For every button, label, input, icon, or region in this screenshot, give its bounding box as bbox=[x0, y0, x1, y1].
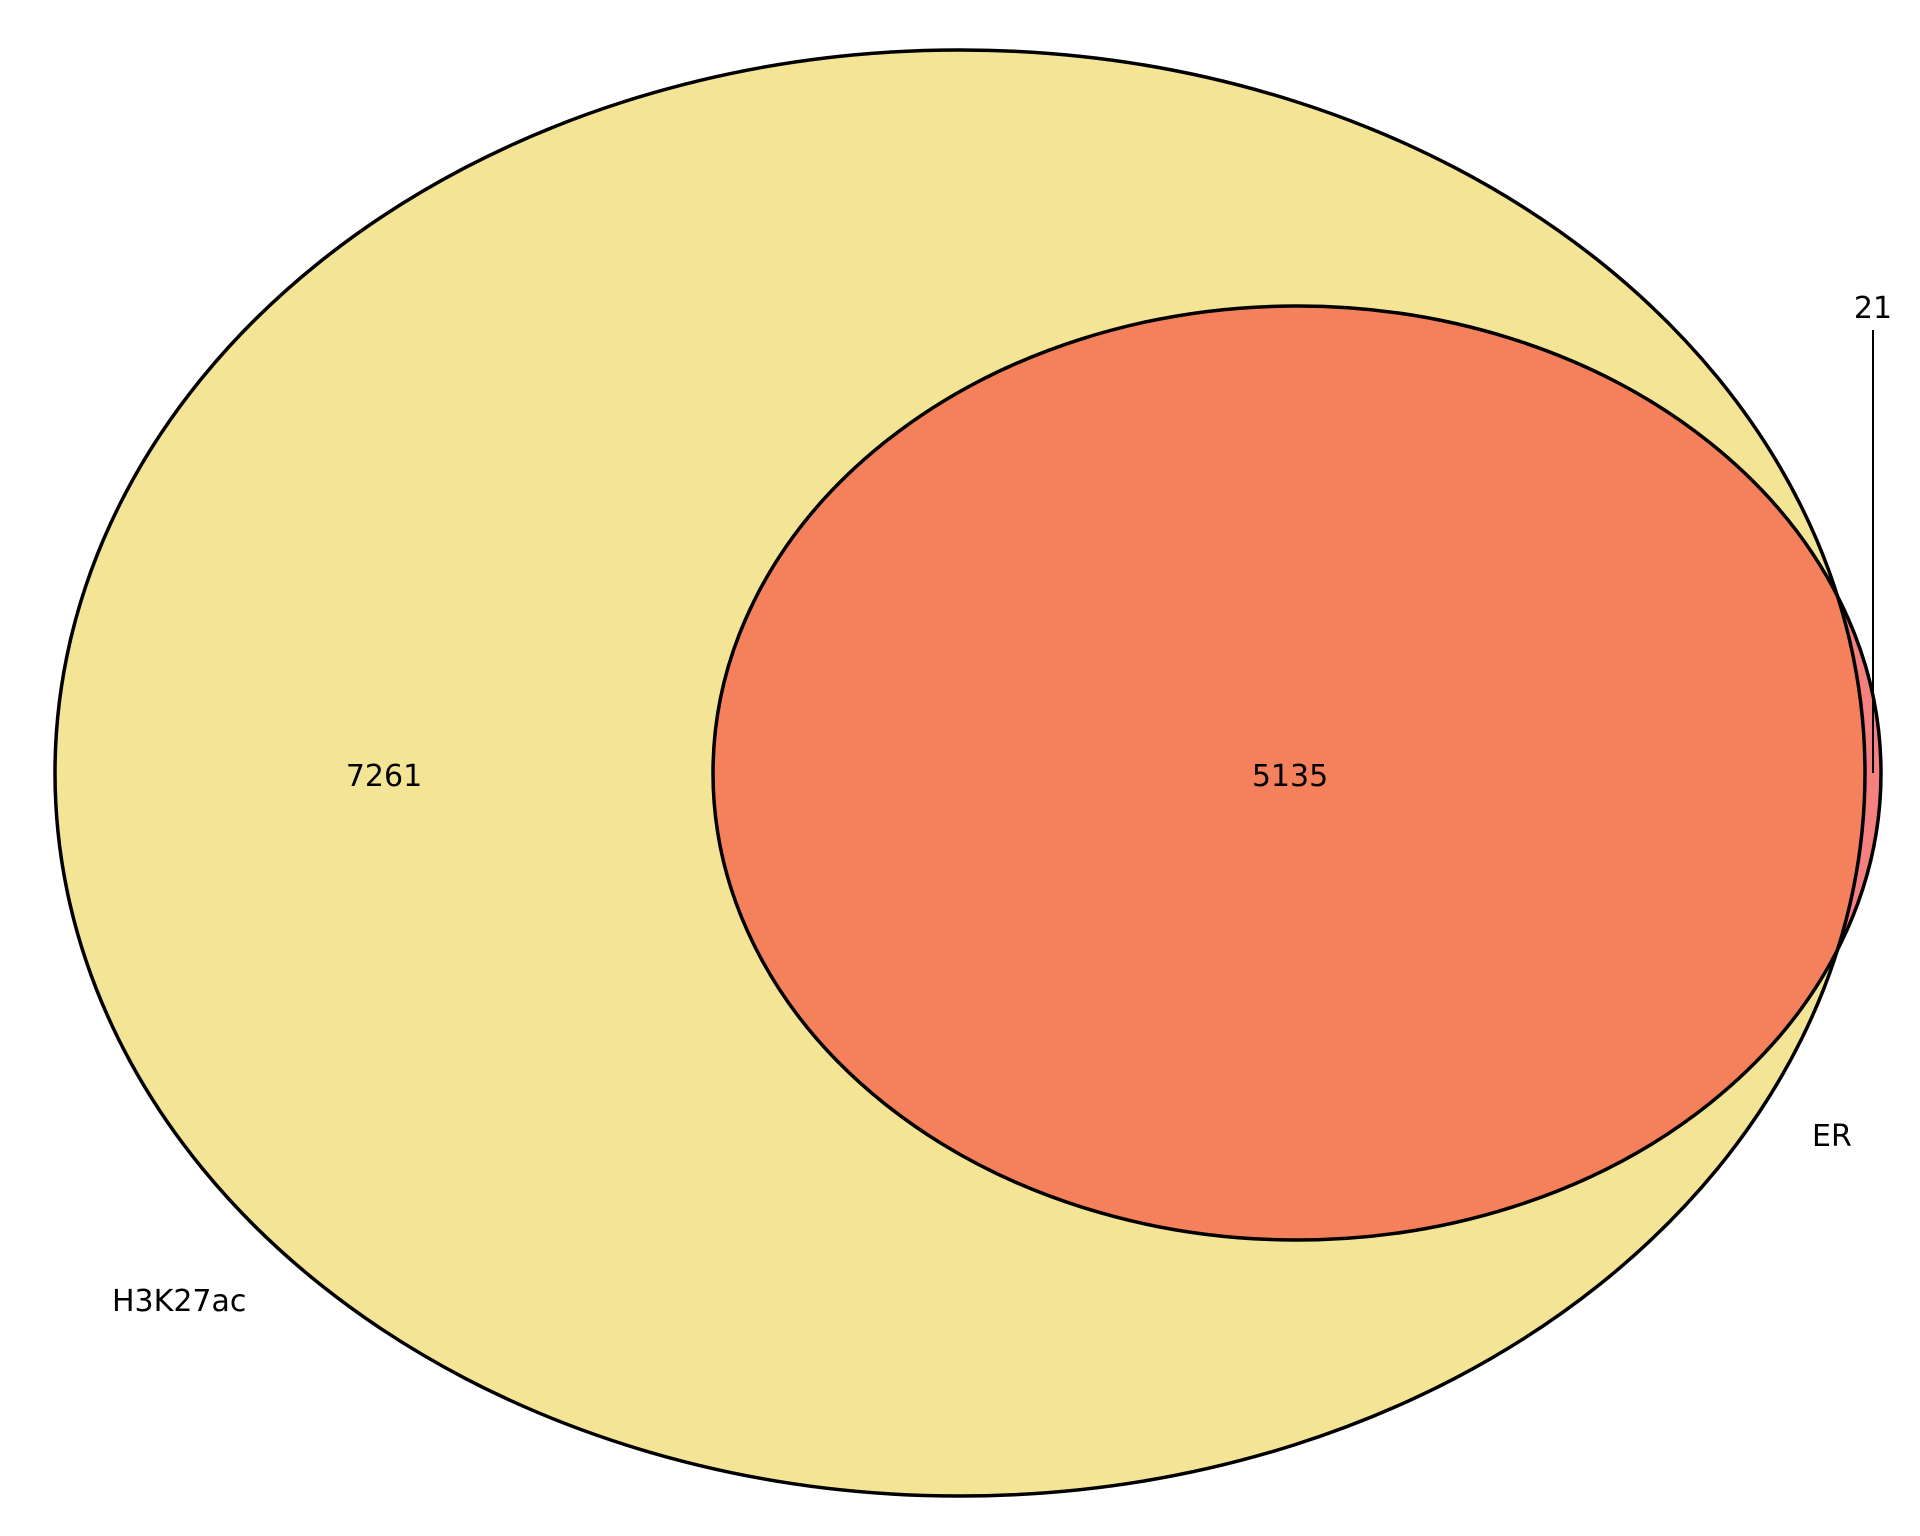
h3k27ac-only-count: 7261 bbox=[346, 759, 422, 794]
er-set-outline bbox=[711, 304, 1883, 1242]
intersection-count: 5135 bbox=[1252, 759, 1328, 794]
er-only-count: 21 bbox=[1854, 291, 1892, 326]
h3k27ac-set-outline bbox=[53, 48, 1867, 1498]
set-label-er: ER bbox=[1812, 1119, 1852, 1154]
set-label-h3k27ac: H3K27ac bbox=[112, 1284, 246, 1319]
intersection-region-fill bbox=[713, 306, 1865, 1240]
